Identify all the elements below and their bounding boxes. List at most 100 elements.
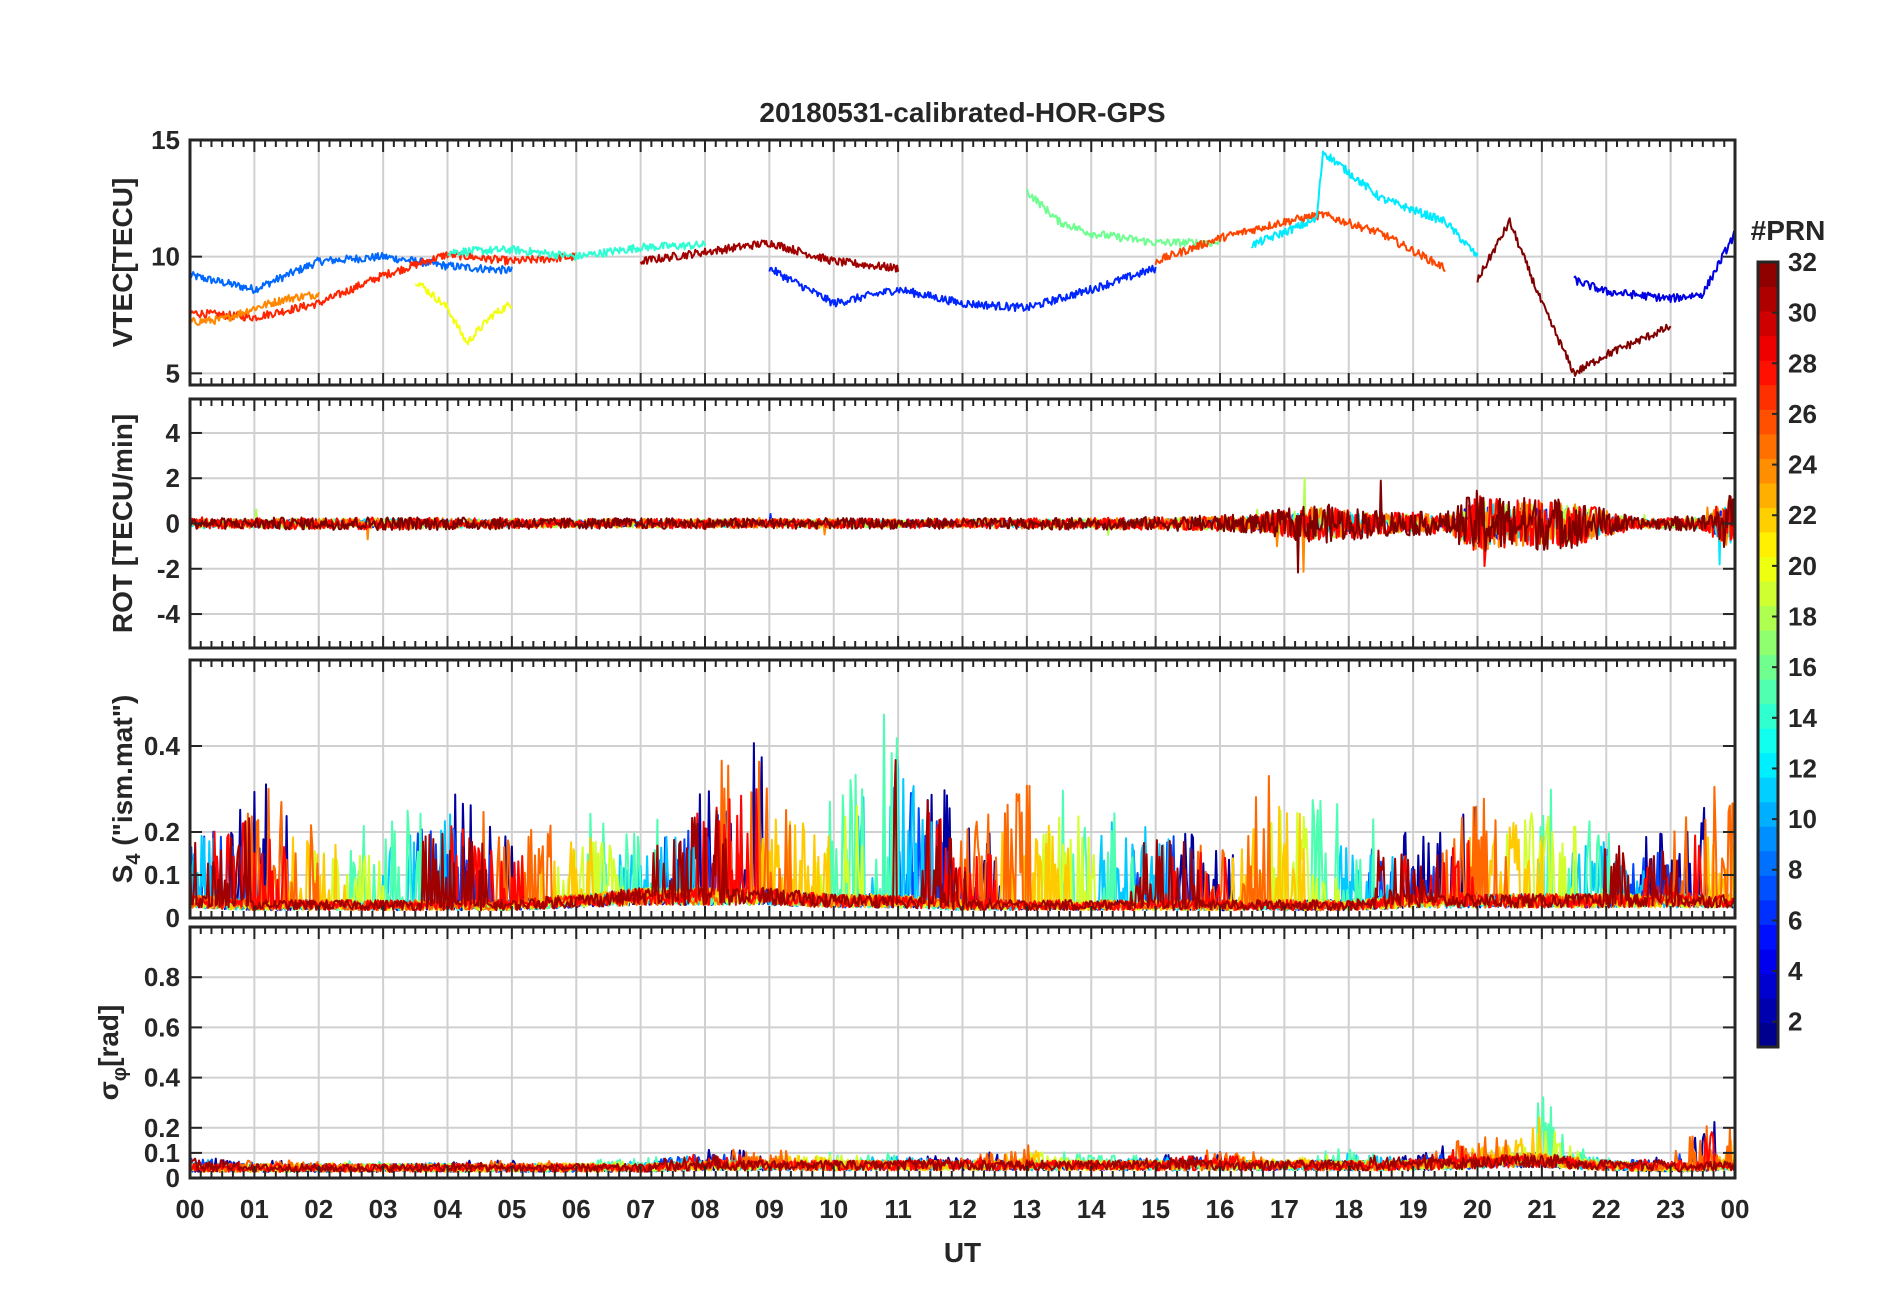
vtec-trace-prn-32 [1476, 217, 1672, 377]
y-tick-label: 2 [166, 463, 180, 493]
colorbar-segment [1758, 948, 1778, 975]
x-tick-label: 03 [369, 1194, 398, 1224]
y-tick-label: 0 [166, 1163, 180, 1193]
vtec-trace-prn-14 [447, 240, 706, 261]
x-tick-label: 02 [304, 1194, 333, 1224]
colorbar-segment [1758, 752, 1778, 778]
chart-title: 20180531-calibrated-HOR-GPS [759, 97, 1165, 128]
y-tick-label: 0.2 [144, 1113, 180, 1143]
colorbar-tick-label: 24 [1788, 450, 1817, 480]
vtec-trace-prn-8 [190, 251, 513, 294]
colorbar-segment [1758, 654, 1778, 680]
traces-rot [190, 477, 1735, 574]
colorbar-segment [1758, 973, 1778, 999]
x-tick-label: 11 [884, 1194, 912, 1224]
rot-trace-prn-32 [190, 479, 1735, 574]
vtec-trace-prn-16 [1025, 188, 1221, 248]
x-axis-label: UT [944, 1237, 981, 1268]
colorbar-tick-label: 18 [1788, 602, 1817, 632]
y-tick-label: 0.6 [144, 1012, 180, 1042]
colorbar-frame [1756, 260, 1780, 1049]
colorbar-tick-label: 32 [1788, 247, 1817, 277]
colorbar-tick-label: 22 [1788, 500, 1817, 530]
vtec-trace-prn-4 [1573, 230, 1735, 304]
x-tick-label: 07 [626, 1194, 655, 1224]
y-tick-label: 15 [151, 125, 180, 155]
x-tick-label: 08 [691, 1194, 720, 1224]
colorbar-segment [1758, 433, 1778, 459]
y-tick-label: 0.8 [144, 962, 180, 992]
x-tick-label: 05 [497, 1194, 526, 1224]
colorbar-tick-label: 20 [1788, 551, 1817, 581]
colorbar-tick-label: 28 [1788, 348, 1817, 378]
y-tick-label: 0 [166, 509, 180, 539]
colorbar-segment [1758, 679, 1778, 705]
vtec-trace-prn-6 [768, 264, 1157, 313]
panel-vtec: 5 10 15 VTEC[TECU] [107, 125, 1737, 388]
vtec-trace-prn-31 [639, 239, 900, 273]
y-tick-label: -2 [157, 554, 180, 584]
y-tick-label: -4 [157, 599, 181, 629]
panel-sigma: 00.10.2 0.4 0.6 0.8 σφ[rad] [93, 925, 1737, 1193]
panel-rot: -4 -2 0 2 4 ROT [TECU/min] [107, 397, 1737, 650]
colorbar-segment [1758, 703, 1778, 729]
colorbar-tick-label: 26 [1788, 399, 1817, 429]
colorbar-segment [1758, 629, 1778, 656]
x-tick-label: 09 [755, 1194, 784, 1224]
x-tick-label: 00 [176, 1194, 205, 1224]
colorbar-label: #PRN [1751, 215, 1826, 246]
colorbar-segment [1758, 1022, 1778, 1048]
y-tick-label: 5 [166, 358, 180, 388]
vtec-trace-prn-24 [190, 291, 320, 326]
colorbar-tick-label: 2 [1788, 1007, 1802, 1037]
colorbar-segment [1758, 605, 1778, 631]
colorbar-segment [1758, 899, 1778, 925]
y-axis-label-sigma: σφ[rad] [93, 1005, 131, 1101]
y-tick-label: 0.4 [144, 731, 181, 761]
x-tick-label: 01 [240, 1194, 269, 1224]
y-axis-label-vtec: VTEC[TECU] [107, 178, 138, 348]
colorbar-segment [1758, 384, 1778, 410]
colorbar-segment [1758, 850, 1778, 876]
colorbar-segment [1758, 580, 1778, 607]
x-tick-label: 18 [1334, 1194, 1363, 1224]
x-tick-labels: 00 01 02 03 04 05 06 07 08 09 10 11 12 13 14 15 16 17 18 19… [176, 1194, 1750, 1224]
x-tick-label: 10 [819, 1194, 848, 1224]
x-tick-label: 04 [433, 1194, 462, 1224]
colorbar-segment [1758, 458, 1778, 484]
x-tick-label: 06 [562, 1194, 591, 1224]
x-tick-label: 12 [948, 1194, 977, 1224]
colorbar-tick-label: 6 [1788, 905, 1802, 935]
y-tick-label: 0.4 [144, 1063, 181, 1093]
colorbar-segment [1758, 777, 1778, 803]
colorbar-tick-label: 30 [1788, 298, 1817, 328]
colorbar-segment [1758, 335, 1778, 361]
vtec-trace-prn-27 [190, 250, 578, 322]
x-tick-label: 16 [1206, 1194, 1235, 1224]
x-tick-label: 19 [1399, 1194, 1428, 1224]
y-axis-label-s4: S4 ("ism.mat") [107, 695, 145, 884]
y-tick-label: 0 [166, 903, 180, 933]
vtec-trace-prn-20 [414, 282, 513, 346]
colorbar-segment [1758, 556, 1778, 582]
x-tick-label: 15 [1141, 1194, 1170, 1224]
y-tick-label: 0.1 [144, 860, 180, 890]
colorbar-segment [1758, 997, 1778, 1024]
y-axis-label-rot: ROT [TECU/min] [107, 414, 138, 633]
colorbar-tick-label: 8 [1788, 855, 1802, 885]
x-tick-label: 23 [1656, 1194, 1685, 1224]
colorbar-segment [1758, 826, 1778, 852]
x-tick-label: 21 [1527, 1194, 1556, 1224]
vtec-trace-prn-26 [1154, 210, 1446, 272]
colorbar-segment [1758, 311, 1778, 337]
colorbar-segment [1758, 801, 1778, 827]
colorbar-segment [1758, 728, 1778, 754]
colorbar-tick-label: 10 [1788, 804, 1817, 834]
colorbar-tick-label: 16 [1788, 652, 1817, 682]
x-tick-label: 13 [1012, 1194, 1041, 1224]
colorbar-segment [1758, 875, 1778, 901]
colorbar-tick-label: 12 [1788, 753, 1817, 783]
